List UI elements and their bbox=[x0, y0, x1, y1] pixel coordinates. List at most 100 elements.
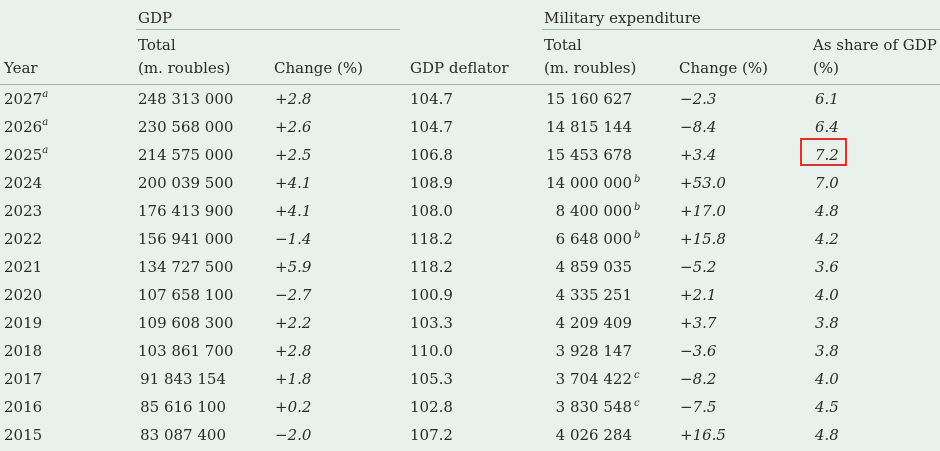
year-cell: 2017 bbox=[4, 365, 42, 393]
header-bottom-rule bbox=[0, 84, 940, 85]
gdp-total-cell: 176 413 900 bbox=[138, 202, 234, 220]
header-mil-share-line1: As share of GDP bbox=[813, 36, 937, 54]
military-footnote-marker: b bbox=[634, 174, 641, 185]
gdp-deflator-cell: 118.2 bbox=[410, 230, 453, 248]
military-share-cell: 4.8 bbox=[815, 426, 839, 444]
gdp-deflator-cell: 102.8 bbox=[410, 398, 453, 416]
military-change-cell: −8.4 bbox=[680, 118, 717, 136]
military-share-cell: 4.0 bbox=[815, 370, 839, 388]
gdp-change-cell: +2.2 bbox=[275, 314, 312, 332]
gdp-deflator-cell: 106.8 bbox=[410, 146, 453, 164]
military-total-cell: 14 000 000 bbox=[546, 174, 632, 192]
military-share-cell: 3.6 bbox=[815, 258, 839, 276]
year-cell: 2016 bbox=[4, 393, 42, 421]
gdp-total-cell: 230 568 000 bbox=[138, 118, 234, 136]
military-total-cell: 15 453 678 bbox=[546, 146, 632, 164]
gdp-deflator-cell: 107.2 bbox=[410, 426, 453, 444]
gdp-total-cell: 156 941 000 bbox=[138, 230, 234, 248]
military-total-cell: 3 830 548 bbox=[555, 398, 632, 416]
year-value: 2021 bbox=[4, 258, 43, 276]
gdp-total-cell: 134 727 500 bbox=[138, 258, 234, 276]
military-total-cell: 14 815 144 bbox=[546, 118, 632, 136]
gdp-deflator-cell: 108.9 bbox=[410, 174, 453, 192]
table-row: 2023 176 413 900 +4.1 108.0 8 400 000 b +17.0 4… bbox=[0, 197, 940, 225]
military-total-cell: 6 648 000 bbox=[555, 230, 632, 248]
gdp-change-cell: +4.1 bbox=[275, 174, 312, 192]
header-mil-share-line2: (%) bbox=[813, 59, 839, 77]
military-share-cell: 6.4 bbox=[815, 118, 839, 136]
year-cell: 2026a bbox=[4, 113, 48, 141]
table-row: 2027a 248 313 000 +2.8 104.7 15 160 627 −2.3 6… bbox=[0, 85, 940, 113]
military-change-cell: +3.4 bbox=[680, 146, 717, 164]
gdp-total-cell: 85 616 100 bbox=[140, 398, 226, 416]
gdp-total-cell: 109 608 300 bbox=[138, 314, 234, 332]
military-total-cell: 3 928 147 bbox=[555, 342, 632, 360]
header-military-group: Military expenditure bbox=[544, 9, 701, 27]
year-footnote-marker: a bbox=[42, 117, 49, 128]
table-row: 2025a 214 575 000 +2.5 106.8 15 453 678 +3.4 7… bbox=[0, 141, 940, 169]
gdp-deflator-cell: 104.7 bbox=[410, 118, 453, 136]
military-change-cell: −2.3 bbox=[680, 90, 717, 108]
year-value: 2018 bbox=[4, 342, 43, 360]
year-value: 2020 bbox=[4, 286, 43, 304]
military-share-cell: 6.1 bbox=[815, 90, 839, 108]
gdp-change-cell: +2.6 bbox=[275, 118, 312, 136]
gdp-deflator-cell: 104.7 bbox=[410, 90, 453, 108]
header-gdp-total-line1: Total bbox=[138, 36, 176, 54]
military-share-cell: 7.0 bbox=[815, 174, 839, 192]
table-row: 2022 156 941 000 −1.4 118.2 6 648 000 b +15.8 4… bbox=[0, 225, 940, 253]
gdp-change-cell: +0.2 bbox=[275, 398, 312, 416]
military-change-cell: +15.8 bbox=[680, 230, 726, 248]
header-gdp-total-line2: (m. roubles) bbox=[138, 59, 231, 77]
header-gdp-rule bbox=[136, 29, 400, 30]
header-gdp-group: GDP bbox=[138, 9, 173, 27]
header-mil-total-line1: Total bbox=[544, 36, 582, 54]
military-total-cell: 3 704 422 bbox=[555, 370, 632, 388]
year-value: 2027 bbox=[4, 90, 43, 108]
military-share-cell: 4.8 bbox=[815, 202, 839, 220]
gdp-change-cell: +2.8 bbox=[275, 342, 312, 360]
gdp-change-cell: +2.5 bbox=[275, 146, 312, 164]
gdp-total-cell: 248 313 000 bbox=[138, 90, 234, 108]
gdp-total-cell: 91 843 154 bbox=[140, 370, 226, 388]
year-cell: 2022 bbox=[4, 225, 42, 253]
gdp-total-cell: 83 087 400 bbox=[140, 426, 226, 444]
year-cell: 2021 bbox=[4, 253, 42, 281]
military-change-cell: −8.2 bbox=[680, 370, 717, 388]
year-footnote-marker: a bbox=[42, 89, 49, 100]
military-share-cell: 7.2 bbox=[815, 146, 839, 164]
header-military-rule bbox=[542, 29, 940, 30]
table-row: 2024 200 039 500 +4.1 108.9 14 000 000 b +53.0… bbox=[0, 169, 940, 197]
gdp-change-cell: −2.0 bbox=[275, 426, 312, 444]
military-total-cell: 4 335 251 bbox=[555, 286, 632, 304]
table-row: 2020 107 658 100 −2.7 100.9 4 335 251 +2.1 4.0 bbox=[0, 281, 940, 309]
table-row: 2021 134 727 500 +5.9 118.2 4 859 035 −5.2 3.6 bbox=[0, 253, 940, 281]
header-gdp-deflator: GDP deflator bbox=[410, 59, 509, 77]
military-total-cell: 4 026 284 bbox=[555, 426, 632, 444]
gdp-deflator-cell: 110.0 bbox=[410, 342, 453, 360]
military-total-cell: 15 160 627 bbox=[546, 90, 632, 108]
header-year: Year bbox=[4, 59, 38, 77]
military-change-cell: −7.5 bbox=[680, 398, 717, 416]
military-change-cell: −5.2 bbox=[680, 258, 717, 276]
header-mil-change: Change (%) bbox=[679, 59, 768, 77]
military-total-cell: 4 209 409 bbox=[555, 314, 632, 332]
year-cell: 2015 bbox=[4, 421, 42, 449]
gdp-deflator-cell: 105.3 bbox=[410, 370, 453, 388]
military-share-cell: 4.5 bbox=[815, 398, 839, 416]
table-row: 2017 91 843 154 +1.8 105.3 3 704 422 c −8.2 4.0 bbox=[0, 365, 940, 393]
gdp-total-cell: 107 658 100 bbox=[138, 286, 234, 304]
gdp-total-cell: 103 861 700 bbox=[138, 342, 234, 360]
table-body: 2027a 248 313 000 +2.8 104.7 15 160 627 −2.3 6… bbox=[0, 85, 940, 449]
military-footnote-marker: b bbox=[634, 230, 641, 241]
year-value: 2017 bbox=[4, 370, 43, 388]
military-total-cell: 4 859 035 bbox=[555, 258, 632, 276]
gdp-deflator-cell: 108.0 bbox=[410, 202, 453, 220]
year-cell: 2024 bbox=[4, 169, 42, 197]
military-footnote-marker: c bbox=[634, 370, 640, 381]
year-cell: 2025a bbox=[4, 141, 48, 169]
year-value: 2025 bbox=[4, 146, 43, 164]
military-total-cell: 8 400 000 bbox=[555, 202, 632, 220]
military-footnote-marker: c bbox=[634, 398, 640, 409]
gdp-deflator-cell: 100.9 bbox=[410, 286, 453, 304]
